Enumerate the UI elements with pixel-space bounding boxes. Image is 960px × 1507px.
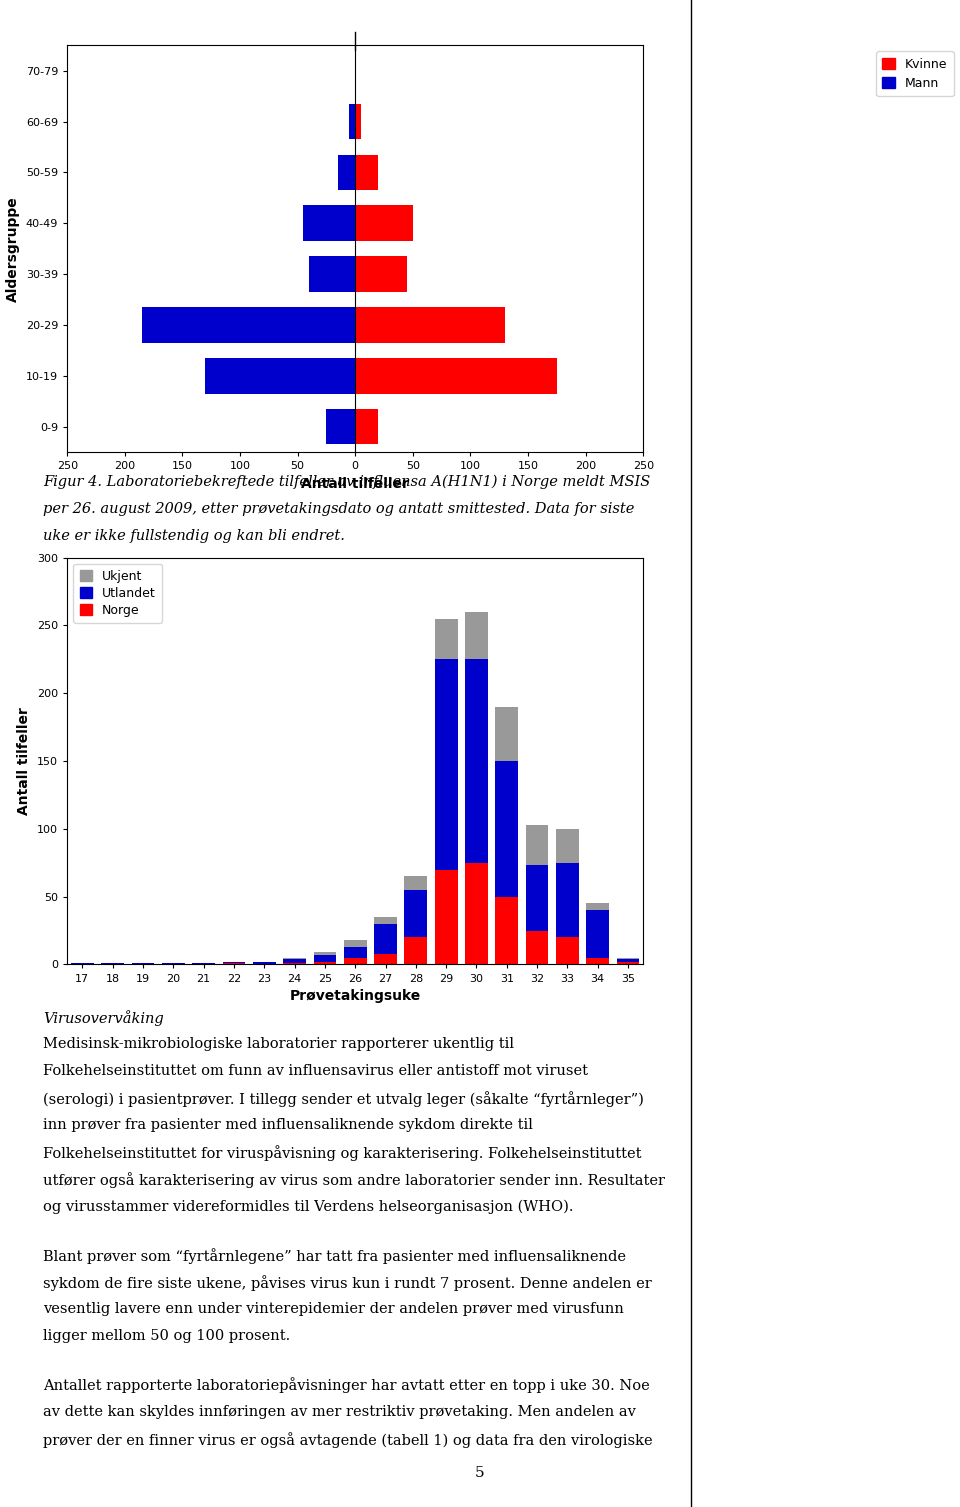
Bar [142, 307, 355, 342]
Y-axis label: Antall tilfeller: Antall tilfeller [17, 707, 32, 815]
Bar [314, 955, 336, 961]
Text: 5: 5 [475, 1466, 485, 1480]
Bar [205, 359, 355, 393]
Text: (serologi) i pasientprøver. I tillegg sender et utvalg leger (såkalte “fyrtårnle: (serologi) i pasientprøver. I tillegg se… [43, 1091, 644, 1108]
Text: vesentlig lavere enn under vinterepidemier der andelen prøver med virusfunn: vesentlig lavere enn under vinterepidemi… [43, 1302, 624, 1316]
Bar [349, 104, 355, 139]
Bar [616, 961, 639, 964]
Bar [435, 618, 458, 660]
Text: Blant prøver som “fyrtårnlegene” har tatt fra pasienter med influensaliknende: Blant prøver som “fyrtårnlegene” har tat… [43, 1248, 626, 1264]
Bar [355, 104, 361, 139]
Text: ligger mellom 50 og 100 prosent.: ligger mellom 50 og 100 prosent. [43, 1329, 291, 1343]
Bar [556, 862, 579, 937]
X-axis label: Prøvetakingsuke: Prøvetakingsuke [290, 989, 420, 1004]
Bar [435, 660, 458, 870]
Bar [355, 307, 505, 342]
Bar [355, 205, 413, 241]
Bar [495, 761, 518, 897]
Bar [587, 958, 609, 964]
Bar [252, 961, 276, 964]
Text: prøver der en finner virus er også avtagende (tabell 1) og data fra den virologi: prøver der en finner virus er også avtag… [43, 1432, 653, 1448]
Bar [344, 958, 367, 964]
Y-axis label: Aldersgruppe: Aldersgruppe [7, 196, 20, 301]
Bar [465, 862, 488, 964]
Bar [374, 924, 396, 954]
Bar [465, 612, 488, 660]
Text: Antallet rapporterte laboratoriepåvisninger har avtatt etter en topp i uke 30. N: Antallet rapporterte laboratoriepåvisnin… [43, 1377, 650, 1394]
Bar [374, 954, 396, 964]
Text: uke er ikke fullstendig og kan bli endret.: uke er ikke fullstendig og kan bli endre… [43, 529, 345, 543]
Text: sykdom de fire siste ukene, påvises virus kun i rundt 7 prosent. Denne andelen e: sykdom de fire siste ukene, påvises viru… [43, 1275, 652, 1291]
Bar [404, 877, 427, 889]
Bar [526, 865, 548, 930]
Bar [374, 916, 396, 924]
Text: inn prøver fra pasienter med influensaliknende sykdom direkte til: inn prøver fra pasienter med influensali… [43, 1118, 533, 1132]
Text: Figur 4. Laboratoriebekreftede tilfeller av influensa A(H1N1) i Norge meldt MSIS: Figur 4. Laboratoriebekreftede tilfeller… [43, 475, 651, 490]
Text: av dette kan skyldes innføringen av mer restriktiv prøvetaking. Men andelen av: av dette kan skyldes innføringen av mer … [43, 1405, 636, 1418]
Text: utfører også karakterisering av virus som andre laboratorier sender inn. Resulta: utfører også karakterisering av virus so… [43, 1172, 665, 1189]
Bar [587, 910, 609, 958]
Bar [526, 824, 548, 865]
Bar [355, 155, 378, 190]
Text: Folkehelseinstituttet om funn av influensavirus eller antistoff mot viruset: Folkehelseinstituttet om funn av influen… [43, 1064, 588, 1078]
Text: per 26. august 2009, etter prøvetakingsdato og antatt smittested. Data for siste: per 26. august 2009, etter prøvetakingsd… [43, 502, 635, 515]
Bar [495, 707, 518, 761]
Bar [355, 256, 407, 292]
Bar [404, 937, 427, 964]
Bar [355, 408, 378, 445]
Bar [616, 958, 639, 961]
Bar [338, 155, 355, 190]
Bar [344, 946, 367, 958]
Bar [303, 205, 355, 241]
Bar [495, 897, 518, 964]
Bar [465, 660, 488, 862]
X-axis label: Antall tilfeller: Antall tilfeller [301, 476, 409, 491]
Bar [344, 940, 367, 946]
Text: Medisinsk-mikrobiologiske laboratorier rapporterer ukentlig til: Medisinsk-mikrobiologiske laboratorier r… [43, 1037, 515, 1050]
Text: og virusstammer videreformidles til Verdens helseorganisasjon (WHO).: og virusstammer videreformidles til Verd… [43, 1200, 574, 1215]
Bar [526, 930, 548, 964]
Bar [404, 889, 427, 937]
Bar [355, 359, 557, 393]
Bar [556, 937, 579, 964]
Bar [326, 408, 355, 445]
Bar [587, 904, 609, 910]
Bar [314, 961, 336, 964]
Text: Folkehelseinstituttet for viruspåvisning og karakterisering. Folkehelseinstitutt: Folkehelseinstituttet for viruspåvisning… [43, 1145, 641, 1162]
Text: Virusovervåking: Virusovervåking [43, 1010, 164, 1026]
Bar [283, 958, 306, 963]
Legend: Ukjent, Utlandet, Norge: Ukjent, Utlandet, Norge [74, 564, 162, 622]
Bar [435, 870, 458, 964]
Bar [556, 829, 579, 862]
Bar [314, 952, 336, 955]
Bar [309, 256, 355, 292]
Legend: Kvinne, Mann: Kvinne, Mann [876, 51, 953, 96]
